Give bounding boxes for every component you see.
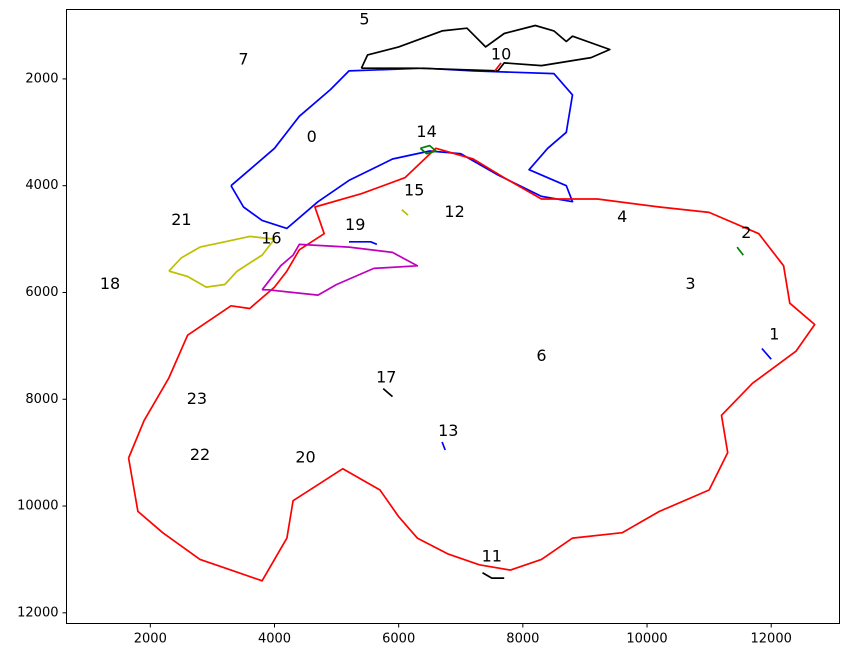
contour-10 [494,62,502,72]
region-label-20: 20 [295,448,315,467]
region-label-3: 3 [685,274,695,293]
region-label-6: 6 [536,346,546,365]
region-label-17: 17 [376,367,396,386]
region-label-22: 22 [190,445,210,464]
region-label-19: 19 [345,215,365,234]
region-label-21: 21 [171,210,191,229]
contour-layer [127,24,816,582]
contour-19 [349,240,378,246]
contour-2 [736,246,744,256]
contour-5 [360,24,611,72]
axes: 2000 4000 6000 8000 10000 12000 2000 4000 6000 80… [17,71,792,646]
contour-16 [261,243,419,296]
contour-14 [419,144,437,155]
y-tick-label-8000: 8000 [25,392,58,407]
plot-frame [66,9,840,624]
contour-1 [761,347,772,360]
y-tick-label-4000: 4000 [25,178,58,193]
contour-13 [441,441,446,451]
region-label-0: 0 [307,127,317,146]
region-label-4: 4 [617,207,627,226]
x-tick-label-2000: 2000 [134,632,167,647]
x-tick-label-6000: 6000 [382,632,415,647]
x-tick-label-8000: 8000 [506,632,539,647]
region-label-23: 23 [187,389,207,408]
contour-17 [382,387,394,398]
x-tick-label-4000: 4000 [258,632,291,647]
region-label-5: 5 [359,10,369,29]
region-label-13: 13 [438,421,458,440]
region-label-16: 16 [261,229,281,248]
contour-15 [401,209,409,216]
region-label-10: 10 [491,44,511,63]
contour-0 [230,67,574,230]
region-label-1: 1 [769,325,779,344]
region-label-12: 12 [444,202,464,221]
region-label-2: 2 [741,223,751,242]
y-tick-label-6000: 6000 [25,285,58,300]
region-label-7: 7 [238,50,248,69]
y-tick-label-10000: 10000 [17,499,58,514]
contour-unlabeled-22 [168,235,276,288]
contour-11 [482,572,505,579]
region-label-15: 15 [404,181,424,200]
contour-6 [127,147,816,582]
region-label-14: 14 [416,122,436,141]
y-tick-label-2000: 2000 [25,71,58,86]
x-tick-label-10000: 10000 [626,632,667,647]
region-label-18: 18 [100,274,120,293]
y-tick-label-12000: 12000 [17,605,58,620]
x-tick-label-12000: 12000 [751,632,792,647]
region-label-11: 11 [482,546,502,565]
